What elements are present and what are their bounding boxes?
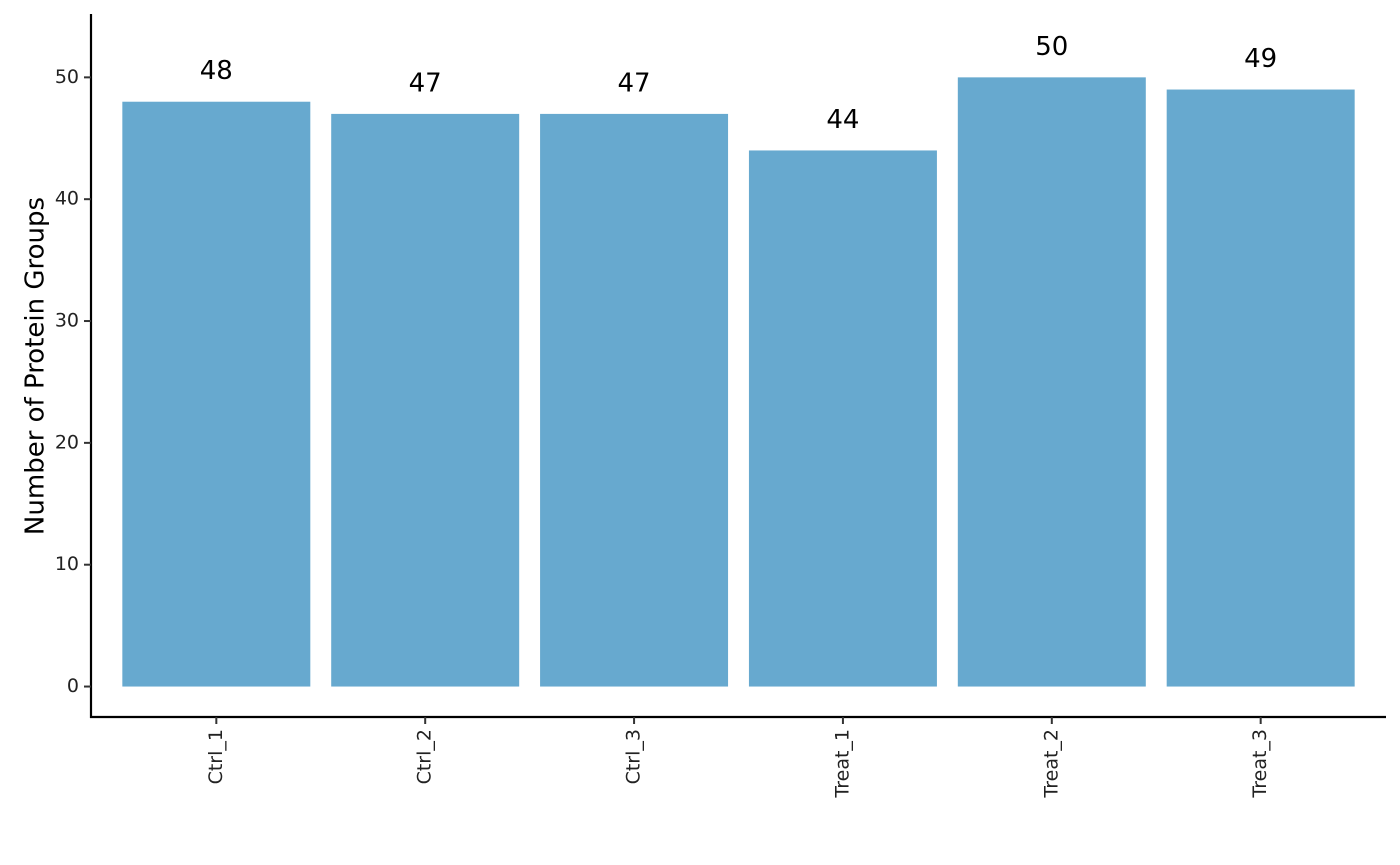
bar	[957, 77, 1146, 687]
bar	[540, 113, 729, 687]
bar	[1166, 89, 1355, 687]
value-label: 47	[409, 68, 442, 98]
x-tick-label: Treat_1	[831, 729, 853, 799]
x-tick-label: Treat_3	[1249, 729, 1271, 799]
value-label: 49	[1244, 44, 1277, 74]
value-label: 50	[1035, 32, 1068, 62]
y-tick-label: 40	[55, 188, 79, 210]
x-tick-label: Ctrl_1	[205, 729, 227, 784]
x-tick-label: Ctrl_2	[414, 729, 436, 784]
bar	[331, 113, 520, 687]
y-axis-title: Number of Protein Groups	[21, 197, 51, 535]
value-label: 48	[200, 56, 233, 86]
y-tick-label: 30	[55, 310, 79, 332]
value-label: 47	[618, 68, 651, 98]
y-tick-label: 10	[55, 553, 79, 575]
x-tick-label: Treat_2	[1040, 729, 1062, 799]
y-tick-label: 20	[55, 431, 79, 453]
y-tick-label: 0	[67, 675, 79, 697]
bar	[122, 101, 311, 687]
bar	[748, 150, 937, 687]
x-tick-label: Ctrl_3	[623, 729, 645, 784]
value-label: 44	[826, 105, 859, 135]
y-tick-label: 50	[55, 66, 79, 88]
